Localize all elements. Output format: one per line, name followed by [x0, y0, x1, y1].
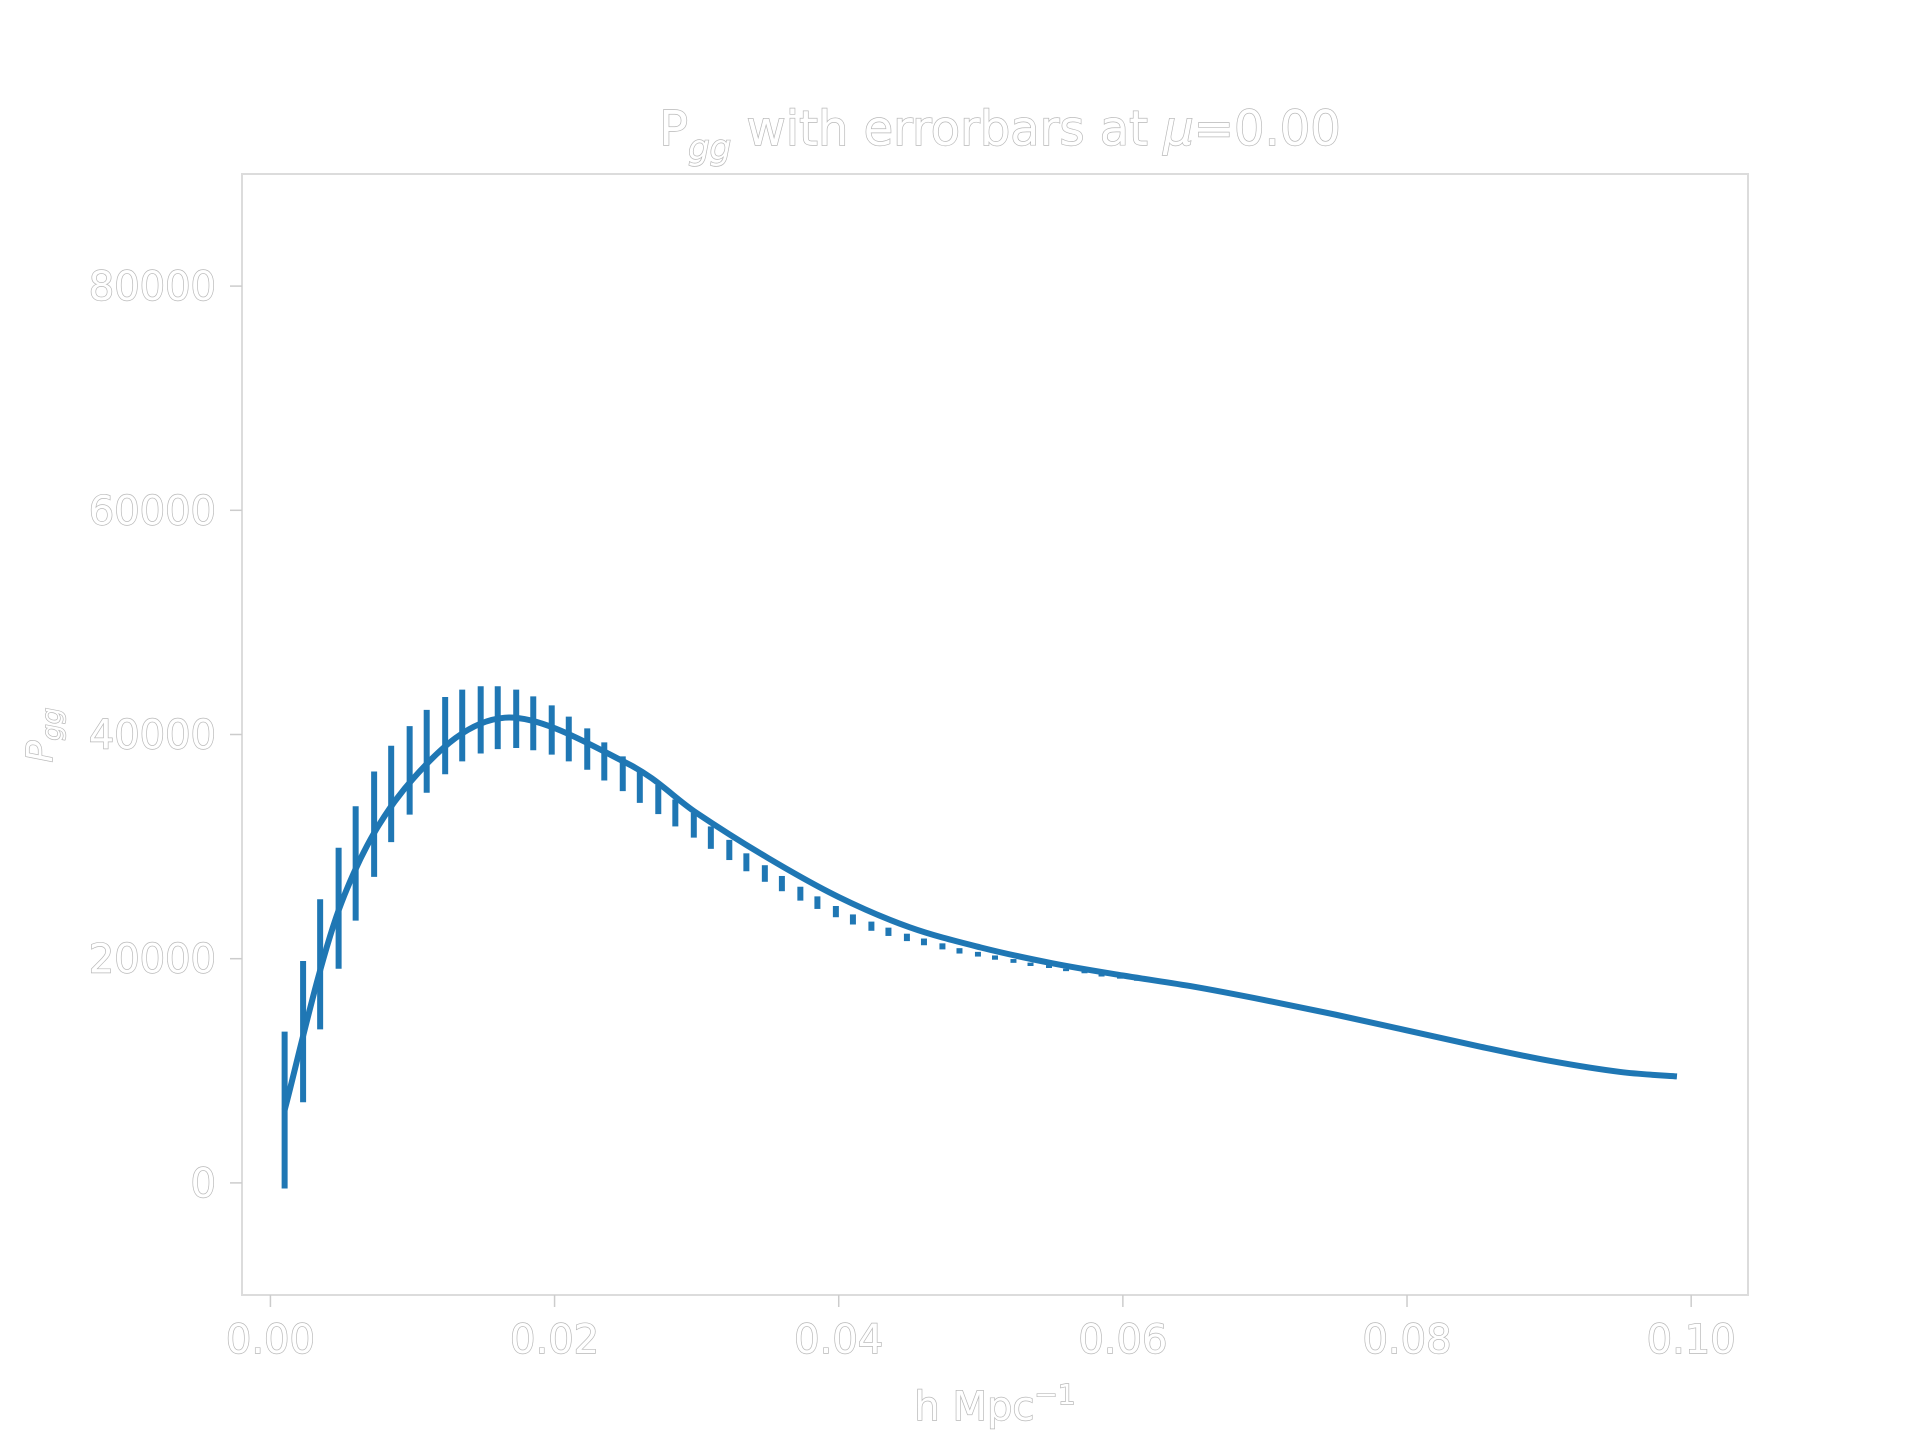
x-axis-label: h Mpc−1 [914, 1378, 1075, 1430]
x-tick-label: 0.10 [1647, 1317, 1736, 1363]
y-tick-label: 80000 [89, 264, 216, 310]
chart-title: Pgg with errorbars at μ=0.00 [659, 101, 1341, 168]
xlabel-main: h Mpc [914, 1384, 1034, 1430]
x-tick-label: 0.06 [1078, 1317, 1167, 1363]
y-tick-label: 20000 [89, 937, 216, 983]
ylabel-subscript: gg [37, 708, 67, 741]
title-subscript: gg [688, 128, 731, 168]
x-axis: 0.00 0.02 0.04 0.06 0.08 0.10 [225, 1295, 1736, 1364]
x-tick-label: 0.02 [510, 1317, 599, 1363]
y-tick-label: 0 [191, 1161, 216, 1207]
xlabel-superscript: −1 [1034, 1378, 1075, 1411]
ylabel-p: P [20, 740, 61, 762]
y-tick-label: 60000 [89, 488, 216, 534]
x-tick-label: 0.08 [1362, 1317, 1451, 1363]
title-text: with errorbars at [731, 101, 1163, 157]
x-tick-label: 0.00 [226, 1317, 315, 1363]
title-p: P [659, 101, 688, 157]
title-value: =0.00 [1194, 101, 1341, 157]
y-axis-label: Pgg [20, 708, 67, 763]
y-axis: 0 20000 40000 60000 80000 [88, 263, 242, 1208]
title-mu: μ [1162, 101, 1194, 157]
x-tick-label: 0.04 [794, 1317, 883, 1363]
y-tick-label: 40000 [89, 713, 216, 759]
series-line [281, 714, 1678, 1111]
